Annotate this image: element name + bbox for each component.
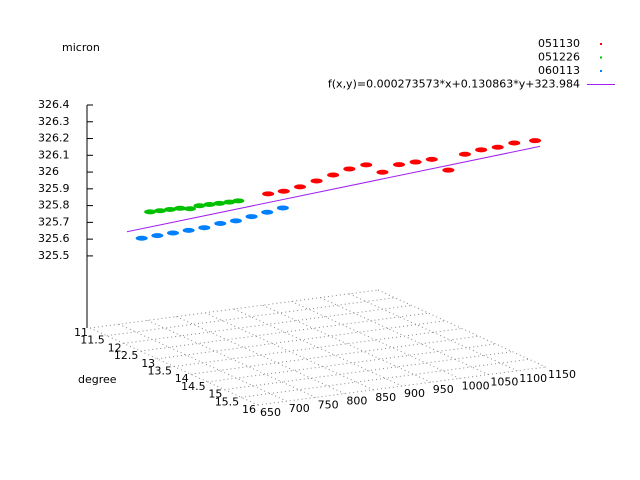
data-point [173,205,186,211]
data-point [529,138,542,144]
data-point [491,144,504,150]
z-tick-label: 325.9 [38,182,70,195]
legend-swatch [600,43,602,45]
grid-line [147,319,316,398]
data-point [183,206,196,212]
data-point [232,198,245,204]
z-tick-label: 326 [38,165,59,178]
legend-label: 060113 [538,64,580,77]
data-point [409,159,422,165]
data-point [144,209,157,215]
data-point [360,162,373,168]
data-point [261,209,274,215]
z-axis-label: micron [62,41,100,54]
x-tick-label: 850 [375,391,396,404]
legend-label: 051130 [538,37,580,50]
data-point [198,225,211,231]
data-point [393,162,406,168]
y-tick-label: 15 [208,388,222,401]
data-point [442,167,455,173]
y-tick-label: 14.5 [181,380,206,393]
y-tick-label: 11 [74,326,88,339]
data-point [245,214,258,220]
data-point [223,199,236,205]
x-tick-label: 1100 [519,372,547,385]
data-point [203,202,216,208]
data-point [262,191,275,197]
x-tick-label: 1050 [490,376,518,389]
z-tick-label: 326.3 [38,115,70,128]
y-tick-label: 12 [108,341,122,354]
data-point [154,208,167,214]
data-point [310,178,323,184]
grid-line [262,304,432,383]
legend-swatch [600,70,602,72]
x-tick-label: 750 [318,398,339,411]
z-tick-label: 325.8 [38,199,70,212]
z-tick-label: 326.4 [38,98,70,111]
x-tick-label: 800 [346,395,367,408]
x-tick-label: 650 [260,406,281,419]
grid-line [291,300,460,379]
x-tick-label: 900 [404,387,425,400]
z-tick-label: 326.1 [38,148,70,161]
grid-line [233,308,403,387]
z-tick-label: 325.5 [38,249,70,262]
data-point [213,200,226,206]
grid-line [157,320,446,360]
grid-line [140,312,429,352]
grid-line [377,289,547,368]
data-point [327,172,340,178]
data-point [166,230,179,236]
z-tick-label: 325.6 [38,232,70,245]
data-point [229,218,242,224]
data-point [425,156,438,162]
x-tick-label: 1150 [548,368,576,381]
data-point [458,151,471,157]
y-tick-label: 16 [242,403,256,416]
y-tick-label: 13 [141,357,155,370]
grid-line [224,351,513,391]
fit-line [126,145,541,233]
data-point [193,203,206,209]
data-point [508,140,521,146]
grid-line [241,358,530,398]
legend-swatch [600,56,602,59]
y-tick-label: 11.5 [80,334,105,347]
data-point [276,205,289,211]
data-point [214,221,227,227]
x-tick-label: 700 [289,402,310,415]
grid-line [207,343,496,383]
grid-line [106,297,395,337]
grid-line [89,289,379,329]
grid-line [176,316,345,395]
data-point [164,207,177,213]
data-point [376,169,389,175]
grid-line [118,323,288,402]
grid-line [257,366,547,406]
data-point [343,166,356,172]
grid-line [173,328,463,367]
data-point [475,147,488,153]
y-tick-label: 15.5 [215,395,240,408]
y-tick-label: 13.5 [148,365,173,378]
grid-line [190,335,479,375]
legend-label: f(x,y)=0.000273573*x+0.130863*y+323.984 [328,78,580,91]
y-tick-label: 12.5 [114,349,139,362]
x-tick-label: 950 [433,383,454,396]
data-point [277,188,290,194]
data-point [135,235,148,241]
data-point [182,227,195,233]
z-tick-label: 326.2 [38,132,70,145]
data-point [151,233,164,239]
grid-line [348,293,518,372]
x-tick-label: 1000 [462,379,490,392]
legend-label: 051226 [538,51,580,64]
grid-line [123,304,412,344]
y-axis-label: degree [78,373,117,386]
z-tick-label: 325.7 [38,215,70,228]
y-tick-label: 14 [175,372,189,385]
data-point [294,184,306,190]
